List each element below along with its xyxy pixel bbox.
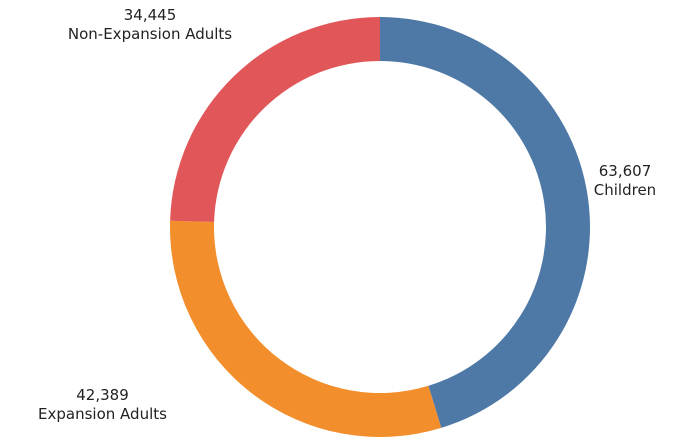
slice-value-expansion-adults: 42,389: [76, 386, 129, 404]
donut-slices: [169, 17, 590, 437]
slice-value-children: 63,607: [598, 162, 652, 180]
slice-name-children: Children: [593, 181, 657, 199]
slice-name-expansion-adults: Expansion Adults: [38, 405, 167, 423]
donut-slice-children: [380, 17, 590, 428]
donut-slice-expansion-adults: [169, 220, 442, 437]
donut-slice-non-expansion-adults: [170, 17, 380, 223]
slice-value-non-expansion-adults: 34,445: [123, 6, 177, 24]
slice-label-expansion-adults: 42,389 Expansion Adults: [0, 386, 205, 424]
slice-label-non-expansion-adults: 34,445 Non-Expansion Adults: [30, 6, 270, 44]
slice-name-non-expansion-adults: Non-Expansion Adults: [67, 25, 233, 43]
slice-label-children: 63,607 Children: [580, 162, 670, 200]
